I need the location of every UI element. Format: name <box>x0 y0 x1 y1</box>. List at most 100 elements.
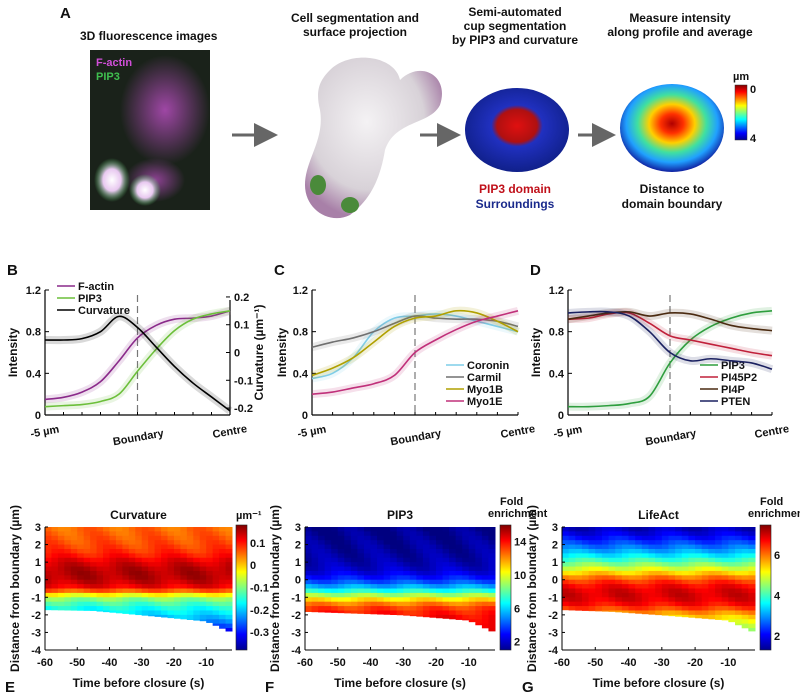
heatmap-cell <box>173 540 181 546</box>
x-tick-label: -5 µm <box>553 424 584 441</box>
heatmap-cell <box>688 548 696 554</box>
y-tick-label: -1 <box>31 592 41 604</box>
heatmap-cell <box>416 548 424 554</box>
heatmap-cell <box>422 606 430 611</box>
heatmap-cell <box>212 584 220 589</box>
heatmap-cell <box>568 566 576 572</box>
heatmap-cell <box>436 610 444 616</box>
heatmap-cell <box>575 531 583 537</box>
heatmap-cell <box>688 557 696 563</box>
heatmap-cell <box>608 570 616 576</box>
heatmap-cell <box>588 601 596 607</box>
heatmap-cell <box>416 553 424 559</box>
heatmap-cell <box>403 606 411 611</box>
heatmap-cell <box>103 527 110 532</box>
heatmap-cell <box>173 610 181 616</box>
heatmap-cell <box>45 588 52 594</box>
heatmap-cell <box>715 610 723 616</box>
heatmap-cell <box>219 562 227 568</box>
heatmap-cell <box>641 575 650 581</box>
heatmap-cell <box>715 606 723 611</box>
heatmap-cell <box>409 579 417 585</box>
heatmap-cell <box>442 610 450 616</box>
heatmap-cell <box>429 570 437 576</box>
y-tick-label: 1 <box>295 557 301 569</box>
heatmap-cell <box>128 579 136 585</box>
heatmap-cell <box>141 614 149 616</box>
heatmap-cell <box>186 584 194 589</box>
heatmap-cell <box>337 557 345 563</box>
heatmap-cell <box>681 592 689 598</box>
heatmap-cell <box>193 592 201 598</box>
x-tick-label: Centre <box>754 423 790 441</box>
heatmap-cell <box>212 548 220 554</box>
heatmap-cell <box>103 592 110 598</box>
heatmap-cell <box>305 544 313 550</box>
heatmap-cell <box>655 592 663 598</box>
heatmap-cell <box>70 588 78 594</box>
heatmap-cell <box>468 566 476 572</box>
heatmap-cell <box>628 557 636 563</box>
heatmap-cell <box>148 557 156 563</box>
heatmap-cell <box>370 553 378 559</box>
heatmap-cell <box>377 535 385 541</box>
heatmap-cell <box>57 531 65 537</box>
heatmap-cell <box>468 584 476 589</box>
heatmap-cell <box>488 584 496 589</box>
heatmap-cell <box>668 531 676 537</box>
heatmap-cell <box>396 597 404 603</box>
x-tick-label: -50 <box>587 657 603 669</box>
heatmap-cell <box>350 566 358 572</box>
heatmap-cell <box>344 570 352 576</box>
heatmap-cell <box>186 531 194 537</box>
heatmap-cell <box>173 557 181 563</box>
heatmap-cell <box>621 531 630 537</box>
heatmap-cell <box>324 597 332 603</box>
heatmap-cell <box>449 588 457 594</box>
heatmap-cell <box>363 566 372 572</box>
heatmap-cell <box>173 566 181 572</box>
heatmap-cell <box>311 557 319 563</box>
heatmap-cell <box>641 548 650 554</box>
heatmap-cell <box>109 553 117 559</box>
heatmap-cell <box>708 575 716 581</box>
heatmap-cell <box>212 570 220 576</box>
heatmap-cell <box>83 548 91 554</box>
legend-pip3: PIP3 <box>721 360 745 372</box>
heatmap-cell <box>350 548 358 554</box>
heatmap-cell <box>305 588 313 594</box>
heatmap-cell <box>708 544 716 550</box>
heatmap-cell <box>661 535 669 541</box>
heatmap-cell <box>180 540 188 546</box>
heatmap-cell <box>390 566 398 572</box>
heatmap-cell <box>575 544 583 550</box>
heatmap-cell <box>115 535 123 541</box>
y-tick-label: 0 <box>35 410 41 422</box>
heatmap-cell <box>635 597 643 603</box>
heatmap-cell <box>488 535 496 541</box>
heatmap-cell <box>324 579 332 585</box>
heatmap-cell <box>715 544 723 550</box>
heatmap-cell <box>311 527 319 532</box>
heatmap-cell <box>141 597 149 603</box>
heatmap-cell <box>148 584 156 589</box>
y2-tick-label: -0.1 <box>234 375 253 387</box>
heatmap-cell <box>370 601 378 607</box>
heatmap-cell <box>57 562 65 568</box>
heatmap-cell <box>741 553 749 559</box>
series-line-pi4p <box>567 310 773 332</box>
heatmap-cell <box>219 597 227 603</box>
heatmap-cell <box>311 535 319 541</box>
heatmap-cell <box>409 588 417 594</box>
heatmap-cell <box>180 562 188 568</box>
heatmap-cell <box>708 535 716 541</box>
heatmap-cell <box>141 535 149 541</box>
heatmap-cell <box>628 548 636 554</box>
heatmap-cell <box>409 535 417 541</box>
heatmap-cell <box>135 527 143 532</box>
heatmap-cell <box>148 562 156 568</box>
heatmap-cell <box>488 553 496 559</box>
heatmap-cell <box>715 601 723 607</box>
heatmap-cell <box>429 597 437 603</box>
heatmap-cell <box>173 614 181 619</box>
